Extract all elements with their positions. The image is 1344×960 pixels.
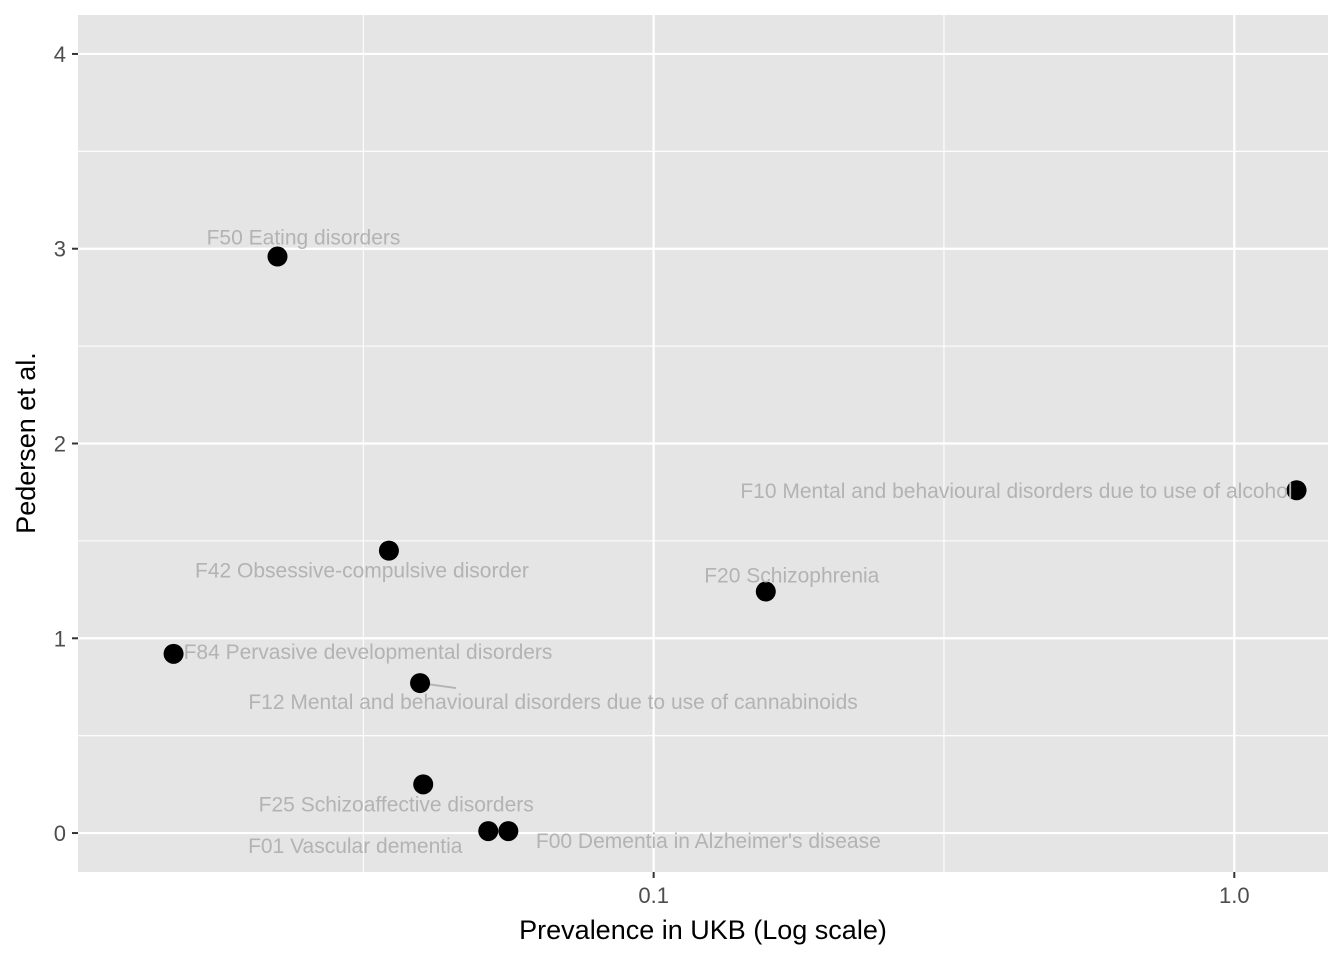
y-tick-label: 3 (54, 237, 66, 262)
data-point (163, 643, 184, 664)
y-tick-label: 0 (54, 821, 66, 846)
x-axis-tick-labels: 0.1 1.0 (638, 883, 1249, 908)
y-tick-label: 2 (54, 432, 66, 457)
point-label: F00 Dementia in Alzheimer's disease (536, 830, 881, 853)
y-axis-title: Pedersen et al. (11, 352, 41, 534)
data-point (498, 821, 519, 842)
point-label: F01 Vascular dementia (248, 835, 463, 858)
point-label: F20 Schizophrenia (704, 565, 879, 588)
point-label: F42 Obsessive-compulsive disorder (195, 560, 529, 583)
data-point (413, 774, 434, 795)
point-label: F12 Mental and behavioural disorders due… (248, 691, 857, 714)
data-point (755, 581, 776, 602)
y-tick-label: 1 (54, 626, 66, 651)
data-point (410, 673, 431, 694)
data-point (1286, 480, 1307, 501)
data-point (378, 540, 399, 561)
x-axis-title: Prevalence in UKB (Log scale) (519, 915, 887, 945)
x-tick-label: 0.1 (638, 883, 669, 908)
point-label: F50 Eating disorders (207, 227, 401, 250)
data-points (163, 246, 1307, 842)
data-point (267, 246, 288, 267)
axis-ticks (72, 52, 1236, 878)
y-axis-tick-labels: 0 1 2 3 4 (54, 42, 66, 846)
major-gridlines (78, 15, 1328, 872)
point-label: F25 Schizoaffective disorders (259, 793, 534, 816)
y-tick-label: 4 (54, 42, 66, 67)
point-label: F84 Pervasive developmental disorders (184, 641, 553, 664)
point-label: F10 Mental and behavioural disorders due… (740, 480, 1292, 503)
x-tick-label: 1.0 (1219, 883, 1250, 908)
point-labels: F50 Eating disorders F10 Mental and behav… (184, 227, 1293, 859)
data-point (478, 821, 499, 842)
